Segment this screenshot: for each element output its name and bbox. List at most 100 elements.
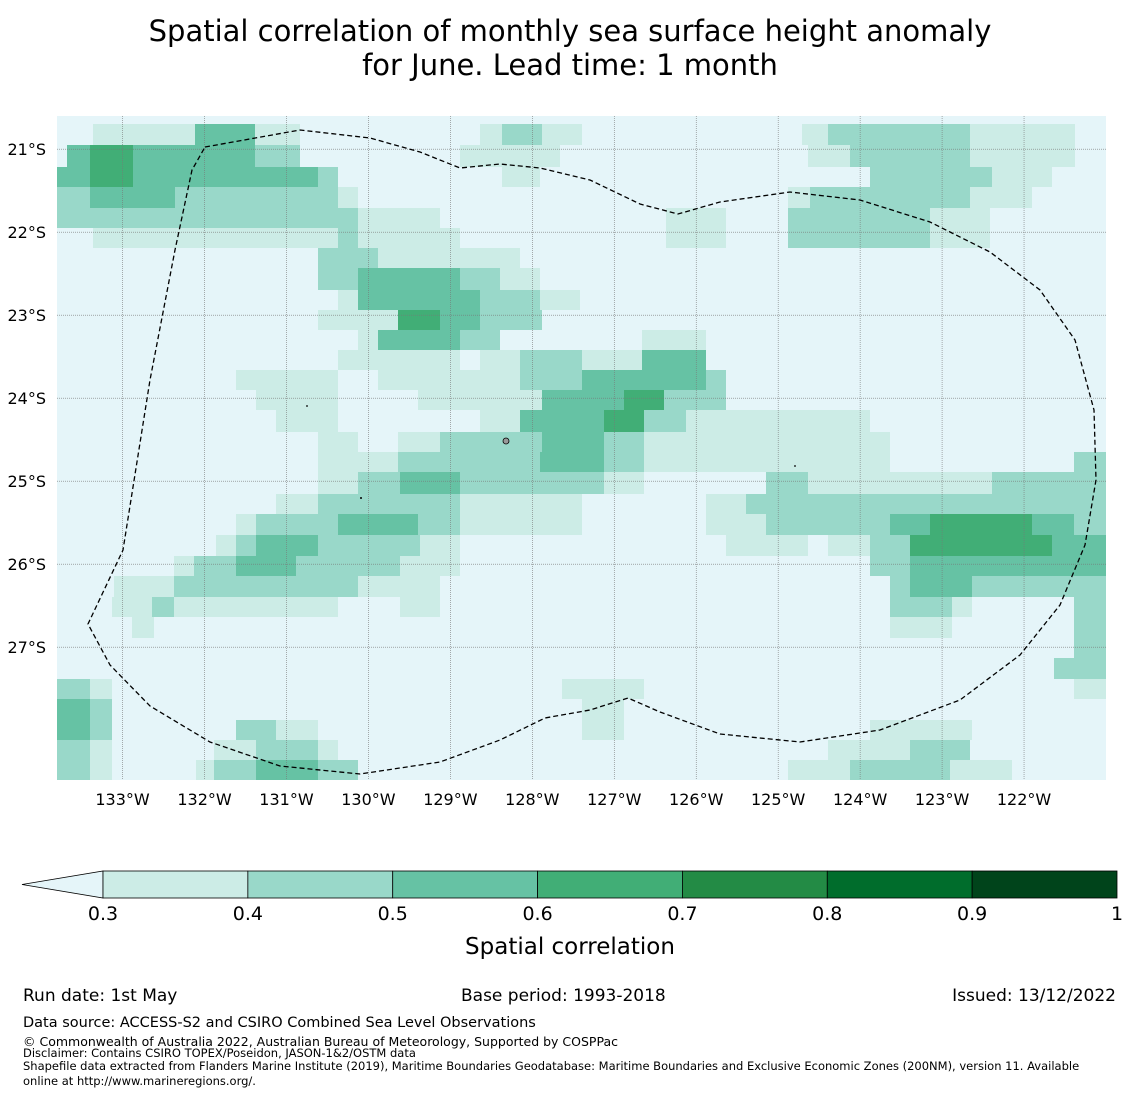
- longitude-tick-label: 125°W: [751, 790, 806, 809]
- correlation-cell: [112, 597, 152, 617]
- latitude-tick-label: 21°S: [7, 140, 46, 159]
- correlation-cell: [604, 432, 644, 452]
- map-area[interactable]: [57, 116, 1106, 780]
- correlation-cell: [195, 145, 255, 167]
- correlation-cell: [910, 576, 972, 597]
- correlation-cell: [970, 187, 1032, 208]
- correlation-cell: [440, 432, 542, 452]
- island: [306, 405, 308, 407]
- correlation-cell: [726, 535, 808, 556]
- correlation-cell: [57, 167, 90, 187]
- correlation-cell: [788, 760, 850, 780]
- correlation-cell: [810, 187, 930, 208]
- correlation-cell: [502, 167, 540, 187]
- correlation-cell: [440, 310, 480, 330]
- correlation-cell: [808, 145, 850, 167]
- correlation-cell: [1074, 638, 1106, 658]
- correlation-cell: [418, 390, 500, 410]
- correlation-cell: [358, 228, 460, 248]
- correlation-cell: [276, 410, 338, 432]
- run-date: Run date: 1st May: [23, 986, 178, 1006]
- correlation-cell: [642, 330, 706, 350]
- colorbar-tick-label: 0.9: [957, 903, 987, 925]
- correlation-cell: [500, 268, 540, 290]
- correlation-cell: [358, 472, 400, 494]
- longitude-tick-label: 126°W: [669, 790, 724, 809]
- correlation-cell: [910, 740, 970, 760]
- correlation-cell: [520, 410, 604, 432]
- correlation-cell: [870, 556, 910, 576]
- latitude-tick-label: 22°S: [7, 223, 46, 242]
- correlation-cell: [460, 494, 582, 514]
- longitude-tick-label: 123°W: [915, 790, 970, 809]
- correlation-cell: [582, 350, 642, 370]
- correlation-cell: [57, 187, 90, 208]
- longitude-tick-label: 133°W: [95, 790, 150, 809]
- correlation-cell: [400, 472, 460, 494]
- correlation-cell: [746, 494, 1032, 514]
- correlation-cell: [502, 124, 542, 145]
- correlation-cell: [114, 576, 174, 597]
- correlation-cell: [460, 514, 582, 535]
- longitude-tick-label: 124°W: [833, 790, 888, 809]
- correlation-cell: [930, 208, 990, 248]
- longitude-tick-label: 130°W: [341, 790, 396, 809]
- correlation-cell: [890, 720, 970, 740]
- correlation-cell: [90, 208, 175, 228]
- correlation-cell: [133, 167, 195, 187]
- correlation-cell: [174, 576, 358, 597]
- correlation-cell: [338, 228, 358, 248]
- longitude-tick-label: 122°W: [997, 790, 1052, 809]
- correlation-cell: [194, 556, 236, 576]
- correlation-cell: [57, 740, 90, 780]
- correlation-cell: [133, 145, 195, 167]
- colorbar-tick-label: 0.3: [88, 903, 118, 925]
- correlation-cell: [970, 720, 972, 740]
- islands: [306, 405, 796, 499]
- correlation-cell: [195, 167, 275, 187]
- correlation-cell: [400, 556, 460, 576]
- correlation-cell: [175, 208, 255, 228]
- correlation-cell: [1012, 145, 1075, 167]
- correlation-cell: [358, 576, 440, 597]
- colorbar-block: [102, 870, 249, 899]
- correlation-cell: [214, 760, 256, 780]
- colorbar-block: [392, 870, 538, 899]
- longitude-tick-label: 127°W: [587, 790, 642, 809]
- correlation-cell: [276, 494, 318, 514]
- correlation-cell: [1032, 514, 1074, 535]
- correlation-cell: [378, 248, 460, 268]
- colorbar-tick-labels: 0.3 0.4 0.5 0.6 0.7 0.8 0.9 1: [88, 903, 1123, 925]
- correlation-cell: [358, 208, 440, 228]
- correlation-cell: [318, 167, 338, 187]
- colorbar-under-arrow: [21, 870, 104, 899]
- correlation-cell: [766, 472, 808, 494]
- colorbar-tick-label: 0.6: [522, 903, 552, 925]
- correlation-cell: [236, 535, 256, 556]
- shapefile-credit-line-1: Shapefile data extracted from Flanders M…: [23, 1059, 1080, 1073]
- correlation-cell: [1052, 535, 1106, 556]
- correlation-cell: [460, 370, 520, 390]
- colorbar-tick-label: 0.5: [378, 903, 408, 925]
- correlation-cell: [90, 145, 133, 167]
- colorbar-block: [537, 870, 683, 899]
- colorbar-block: [971, 870, 1118, 899]
- latitude-tick-label: 26°S: [7, 555, 46, 574]
- correlation-cell: [318, 248, 378, 268]
- graticule: [57, 116, 1106, 780]
- correlation-cell: [318, 740, 338, 760]
- correlation-cell: [133, 187, 175, 208]
- correlation-cell: [890, 576, 910, 597]
- correlation-cell: [952, 597, 972, 617]
- correlation-cell: [644, 452, 890, 472]
- correlation-cell: [195, 124, 255, 145]
- correlation-cell: [358, 330, 378, 350]
- colorbar-tick-label: 0.7: [667, 903, 697, 925]
- correlation-cell: [420, 535, 460, 556]
- correlation-cell: [398, 452, 540, 472]
- correlation-cell: [236, 514, 256, 535]
- correlation-cell: [540, 452, 564, 472]
- correlation-cell: [90, 740, 112, 780]
- correlation-cell: [460, 268, 500, 290]
- correlation-cell: [460, 145, 482, 167]
